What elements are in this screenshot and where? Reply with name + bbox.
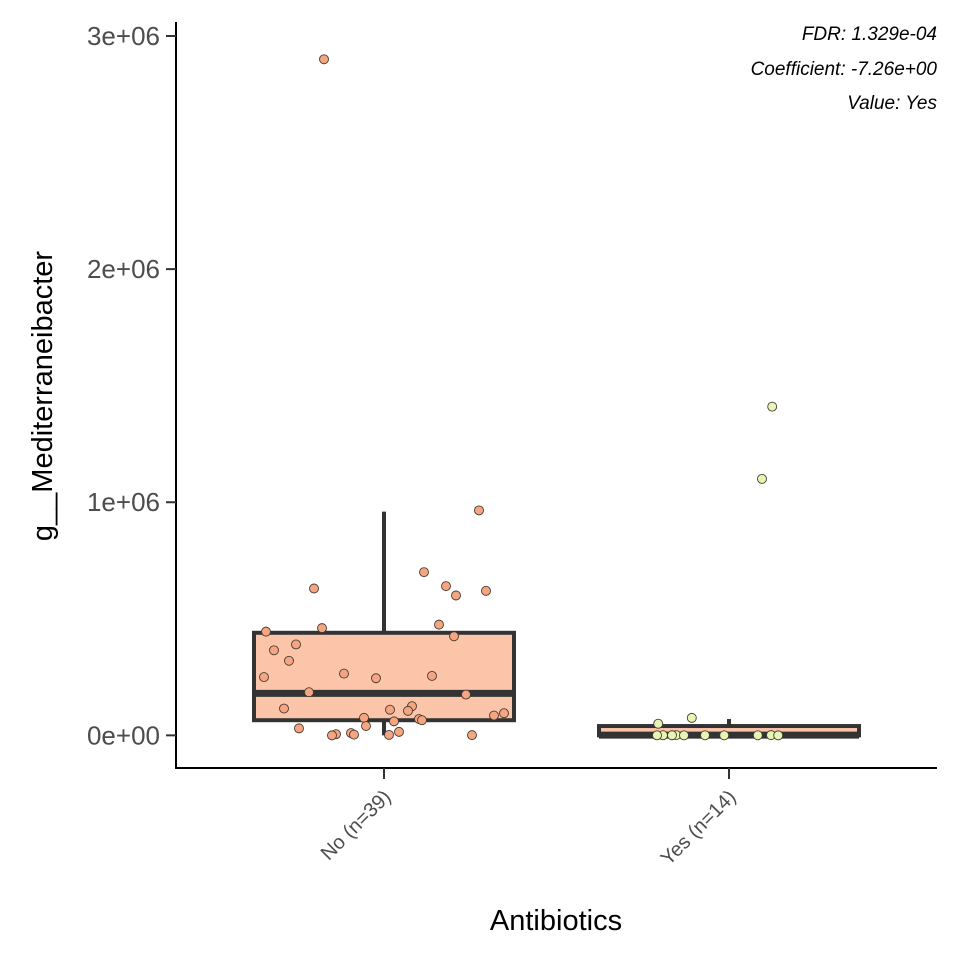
data-point — [451, 590, 461, 601]
data-point — [700, 730, 710, 741]
data-point — [686, 712, 697, 723]
data-point — [474, 505, 484, 516]
data-point — [403, 705, 413, 716]
data-point — [441, 581, 451, 592]
data-point — [319, 54, 329, 65]
data-point — [679, 730, 689, 741]
y-tick-label: 1e+06 — [87, 487, 160, 517]
data-point — [667, 730, 677, 741]
data-point — [291, 639, 301, 650]
data-point — [349, 729, 359, 740]
data-point — [269, 645, 279, 656]
data-layer — [252, 54, 861, 741]
y-tick-label: 2e+06 — [87, 254, 160, 284]
annotation-coefficient: Coefficient: -7.26e+00 — [751, 59, 938, 80]
y-tick-label: 0e+00 — [87, 720, 160, 750]
data-point — [419, 567, 429, 578]
data-point — [294, 723, 304, 734]
x-axis-ticks: No (n=39) Yes (n=14) — [317, 768, 741, 870]
annotation-fdr: FDR: 1.329e-04 — [802, 24, 937, 45]
data-point — [371, 673, 381, 684]
data-point — [317, 623, 327, 634]
data-point — [653, 718, 664, 729]
data-point — [434, 619, 444, 630]
data-point — [384, 729, 394, 740]
data-point — [309, 583, 319, 594]
data-point — [449, 631, 459, 642]
data-point — [259, 672, 269, 683]
y-axis-title: g__Mediterraneibacter — [27, 251, 59, 542]
data-point — [489, 710, 499, 721]
data-point — [361, 721, 371, 731]
data-point — [427, 670, 437, 681]
x-axis-title: Antibiotics — [490, 905, 622, 937]
data-point — [417, 715, 427, 726]
data-point — [385, 704, 395, 715]
data-point — [773, 730, 784, 741]
data-point — [752, 730, 763, 741]
y-tick-label: 3e+06 — [87, 21, 160, 51]
data-point — [304, 687, 314, 698]
data-point — [359, 712, 369, 723]
data-point — [757, 473, 767, 484]
annotation-value: Value: Yes — [847, 93, 937, 114]
data-point — [767, 401, 778, 412]
data-point — [652, 730, 662, 741]
data-point — [284, 655, 294, 666]
data-point — [389, 716, 399, 727]
data-point — [481, 585, 491, 596]
data-point — [327, 730, 337, 741]
y-axis-ticks: 0e+00 1e+06 2e+06 3e+06 — [87, 21, 176, 750]
box-group — [252, 54, 516, 741]
data-point — [339, 668, 349, 679]
data-point — [394, 726, 404, 737]
data-point — [461, 689, 471, 700]
x-tick-label: No (n=39) — [317, 786, 396, 865]
data-point — [261, 626, 271, 637]
x-tick-label: Yes (n=14) — [657, 786, 741, 870]
data-point — [279, 703, 289, 714]
data-point — [467, 730, 477, 741]
data-point — [499, 708, 509, 719]
data-point — [719, 730, 730, 741]
box-group — [597, 401, 861, 741]
